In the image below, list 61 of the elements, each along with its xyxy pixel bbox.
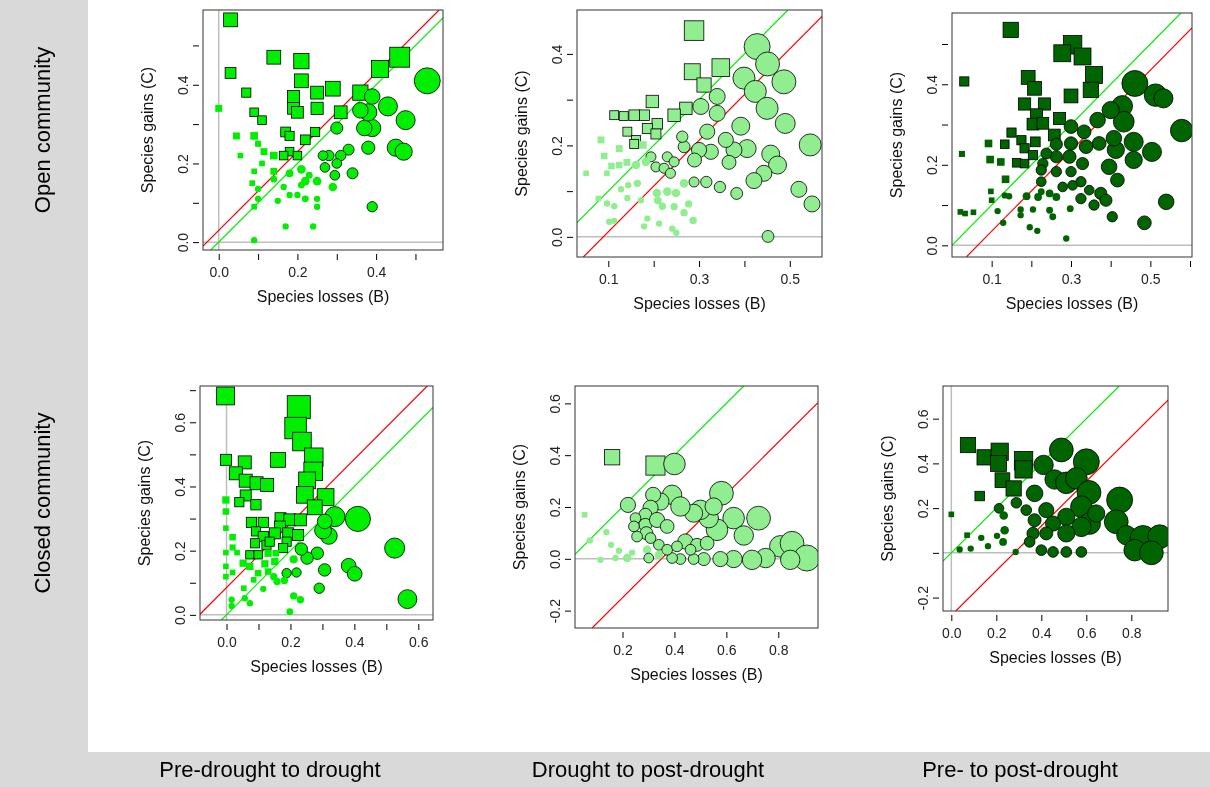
x-tick-label: 0.4: [366, 264, 387, 280]
x-tick-label: 0.0: [209, 264, 230, 280]
x-axis-title: Species losses (B): [256, 288, 390, 305]
x-tick-label: 0.2: [281, 634, 301, 650]
y-tick-label: 0.4: [914, 453, 931, 474]
x-tick-label: 0.4: [665, 642, 685, 658]
x-tick-label: 0.2: [288, 264, 308, 280]
x-tick-label: 0.0: [217, 634, 237, 650]
y-tick-label: 0.4: [174, 75, 191, 95]
x-tick-label: 0.6: [717, 642, 737, 658]
x-tick-label: 0.0: [942, 625, 962, 641]
x-tick-label: 0.8: [1122, 625, 1142, 641]
y-tick-label: 0.2: [923, 155, 940, 176]
text: Closed community: [30, 412, 55, 594]
x-tick-label: 0.3: [689, 271, 710, 287]
y-tick-label: 0.2: [548, 135, 565, 156]
x-tick-label: 0.8: [769, 642, 789, 658]
x-axis-title: Species losses (B): [250, 658, 383, 675]
text: Pre-drought to drought: [159, 757, 381, 782]
y-tick-label: 0.4: [923, 74, 940, 95]
y-tick-label: 0.0: [174, 232, 191, 253]
y-tick-label: 0.4: [548, 44, 565, 65]
y-tick-label: 0.0: [923, 235, 940, 256]
x-axis-title: Species losses (B): [989, 649, 1122, 666]
y-tick-label: -0.2: [914, 585, 931, 611]
text: Drought to post-drought: [531, 757, 765, 782]
y-axis-title: Species gains (C): [511, 443, 528, 571]
x-tick-label: 0.1: [982, 271, 1003, 287]
x-tick-label: 0.4: [1032, 625, 1052, 641]
y-axis-title: Species gains (C): [139, 66, 156, 194]
y-tick-label: 0.2: [171, 541, 188, 561]
x-tick-label: 0.2: [987, 625, 1007, 641]
x-tick-label: 0.5: [780, 271, 801, 287]
x-axis-title: Species losses (B): [1005, 295, 1139, 312]
x-tick-label: 0.4: [345, 634, 365, 650]
y-tick-label: 0.2: [174, 154, 191, 174]
text: Pre- to post-drought: [922, 757, 1118, 782]
x-axis-title: Species losses (B): [633, 295, 766, 312]
y-tick-label: 0.2: [914, 498, 931, 519]
x-tick-label: 0.6: [1077, 625, 1097, 641]
y-axis-title: Species gains (C): [879, 435, 896, 562]
y-tick-label: -0.2: [546, 598, 563, 624]
x-tick-label: 0.6: [409, 634, 429, 650]
y-tick-label: 0.4: [546, 445, 563, 466]
y-tick-label: 0.0: [546, 549, 563, 570]
y-tick-label: 0.4: [171, 477, 188, 497]
y-tick-label: 0.6: [914, 409, 931, 429]
y-axis-title: Species gains (C): [888, 71, 905, 199]
x-tick-label: 0.5: [1141, 271, 1161, 287]
x-tick-label: 0.1: [599, 271, 619, 287]
y-tick-label: 0.2: [546, 497, 563, 518]
y-tick-label: 0.6: [546, 393, 563, 414]
x-axis-title: Species losses (B): [630, 666, 763, 683]
x-tick-label: 0.2: [613, 642, 633, 658]
y-tick-label: 0.0: [171, 605, 188, 626]
y-tick-label: 0.6: [171, 412, 188, 433]
y-tick-label: 0.0: [548, 227, 565, 248]
y-axis-title: Species gains (C): [513, 70, 530, 197]
x-tick-label: 0.3: [1061, 271, 1082, 287]
text: Open community: [30, 46, 55, 214]
y-axis-title: Species gains (C): [136, 439, 153, 567]
